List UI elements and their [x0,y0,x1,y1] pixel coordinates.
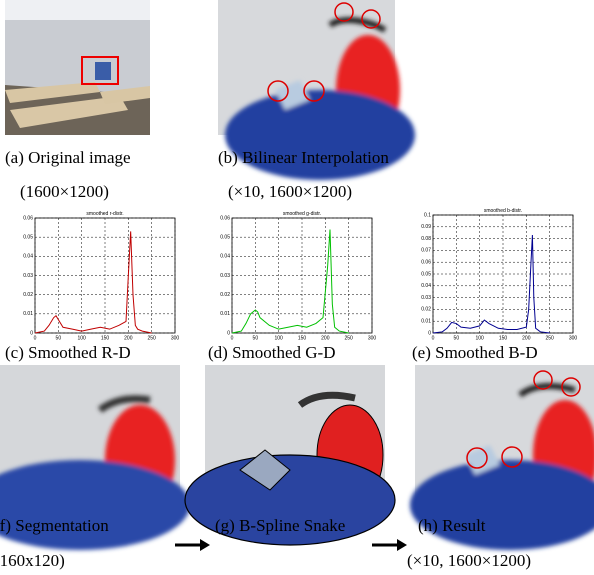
x-tick-label: 150 [298,335,307,341]
y-tick-label: 0.05 [220,234,230,240]
y-tick-label: 0.02 [23,292,33,298]
y-tick-label: 0.02 [220,292,230,298]
y-tick-label: 0.03 [220,273,230,279]
chart-title: smoothed r-distr. [86,211,123,217]
y-tick-label: 0.07 [421,248,431,254]
y-tick-label: 0.01 [220,311,230,317]
x-tick-label: 100 [274,335,283,341]
y-tick-label: 0.02 [421,307,431,313]
x-tick-label: 300 [368,335,377,341]
y-tick-label: 0.09 [421,224,431,230]
y-tick-label: 0.04 [421,283,431,289]
data-line [232,230,349,334]
y-tick-label: 0.05 [421,271,431,277]
x-tick-label: 250 [545,335,554,341]
x-tick-label: 250 [344,335,353,341]
data-line [35,231,152,333]
caption: (g) B-Spline Snake [215,516,345,535]
y-tick-label: 0.05 [23,234,33,240]
figure: (a) Original image (1600×1200) (b) Bilin… [0,0,594,575]
x-tick-label: 0 [432,335,435,341]
x-tick-label: 200 [124,335,133,341]
caption-sub: (1600×1200) [20,182,109,201]
caption: (c) Smoothed R-D [5,343,131,362]
caption-sub: (×10, 1600×1200) [228,182,352,201]
caption: (a) Original image [5,148,131,167]
y-tick-label: 0.06 [220,215,230,221]
x-tick-label: 300 [171,335,180,341]
x-tick-label: 200 [321,335,330,341]
figure-canvas: (a) Original image (1600×1200) (b) Bilin… [0,0,594,575]
y-tick-label: 0.08 [421,236,431,242]
x-tick-label: 150 [499,335,508,341]
x-tick-label: 250 [147,335,156,341]
y-tick-label: 0.04 [23,254,33,260]
caption: (e) Smoothed B-D [412,343,538,362]
x-tick-label: 0 [34,335,37,341]
y-tick-label: 0.01 [421,319,431,325]
x-tick-label: 50 [454,335,460,341]
x-tick-label: 50 [253,335,259,341]
y-tick-label: 0.04 [220,254,230,260]
y-tick-label: 0.1 [424,212,431,218]
x-tick-label: 100 [475,335,484,341]
chart-title: smoothed g-distr. [283,211,321,217]
x-tick-label: 300 [569,335,578,341]
x-tick-label: 150 [101,335,110,341]
y-tick-label: 0.03 [23,273,33,279]
x-tick-label: 0 [231,335,234,341]
caption: (b) Bilinear Interpolation [218,148,389,167]
y-tick-label: 0.06 [23,215,33,221]
data-line [433,235,550,333]
caption-sub: (×10, 1600×1200) [407,551,531,570]
x-tick-label: 50 [56,335,62,341]
image-a [5,0,150,135]
x-tick-label: 200 [522,335,531,341]
caption-sub: (160x120) [0,551,65,570]
chart-title: smoothed b-distr. [484,208,522,214]
x-tick-label: 100 [77,335,86,341]
caption: (d) Smoothed G-D [208,343,335,362]
y-tick-label: 0.03 [421,295,431,301]
caption: (f) Segmentation [0,516,109,535]
y-tick-label: 0.06 [421,260,431,266]
y-tick-label: 0.01 [23,311,33,317]
caption: (h) Result [418,516,486,535]
